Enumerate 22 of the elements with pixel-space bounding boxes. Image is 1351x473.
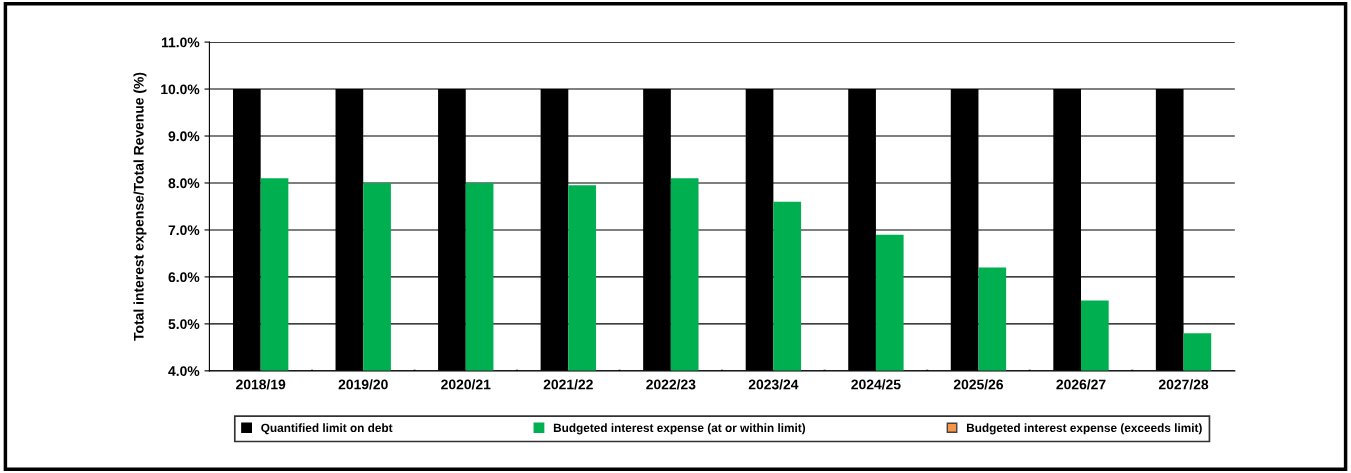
- y-tick-label: 10.0%: [161, 84, 200, 95]
- x-tick-label: 2026/27: [1056, 379, 1106, 390]
- x-tick-label: 2021/22: [543, 379, 593, 390]
- x-tick-label: 2018/19: [236, 379, 286, 390]
- y-tick-label: 6.0%: [168, 272, 200, 283]
- x-tick-label: 2020/21: [441, 379, 491, 390]
- y-tick-label: 9.0%: [168, 131, 200, 142]
- x-tick-label: 2022/23: [646, 379, 696, 390]
- y-tick-label: 8.0%: [168, 178, 200, 189]
- y-tick-label: 5.0%: [168, 319, 200, 330]
- legend-label: Budgeted interest expense (exceeds limit): [966, 423, 1202, 435]
- y-axis-title: Total interest expense/Total Revenue (%): [133, 72, 147, 341]
- legend-label: Budgeted interest expense (at or within limit): [553, 423, 806, 435]
- y-tick-label: 11.0%: [161, 37, 200, 48]
- x-tick-label: 2027/28: [1158, 379, 1209, 390]
- y-tick-label: 7.0%: [168, 225, 200, 236]
- y-tick-label: 4.0%: [168, 366, 200, 376]
- x-tick-label: 2023/24: [748, 379, 799, 390]
- x-tick-label: 2019/20: [338, 379, 388, 390]
- x-tick-label: 2025/26: [953, 379, 1004, 390]
- legend-label: Quantified limit on debt: [261, 423, 393, 435]
- x-tick-label: 2024/25: [851, 379, 901, 390]
